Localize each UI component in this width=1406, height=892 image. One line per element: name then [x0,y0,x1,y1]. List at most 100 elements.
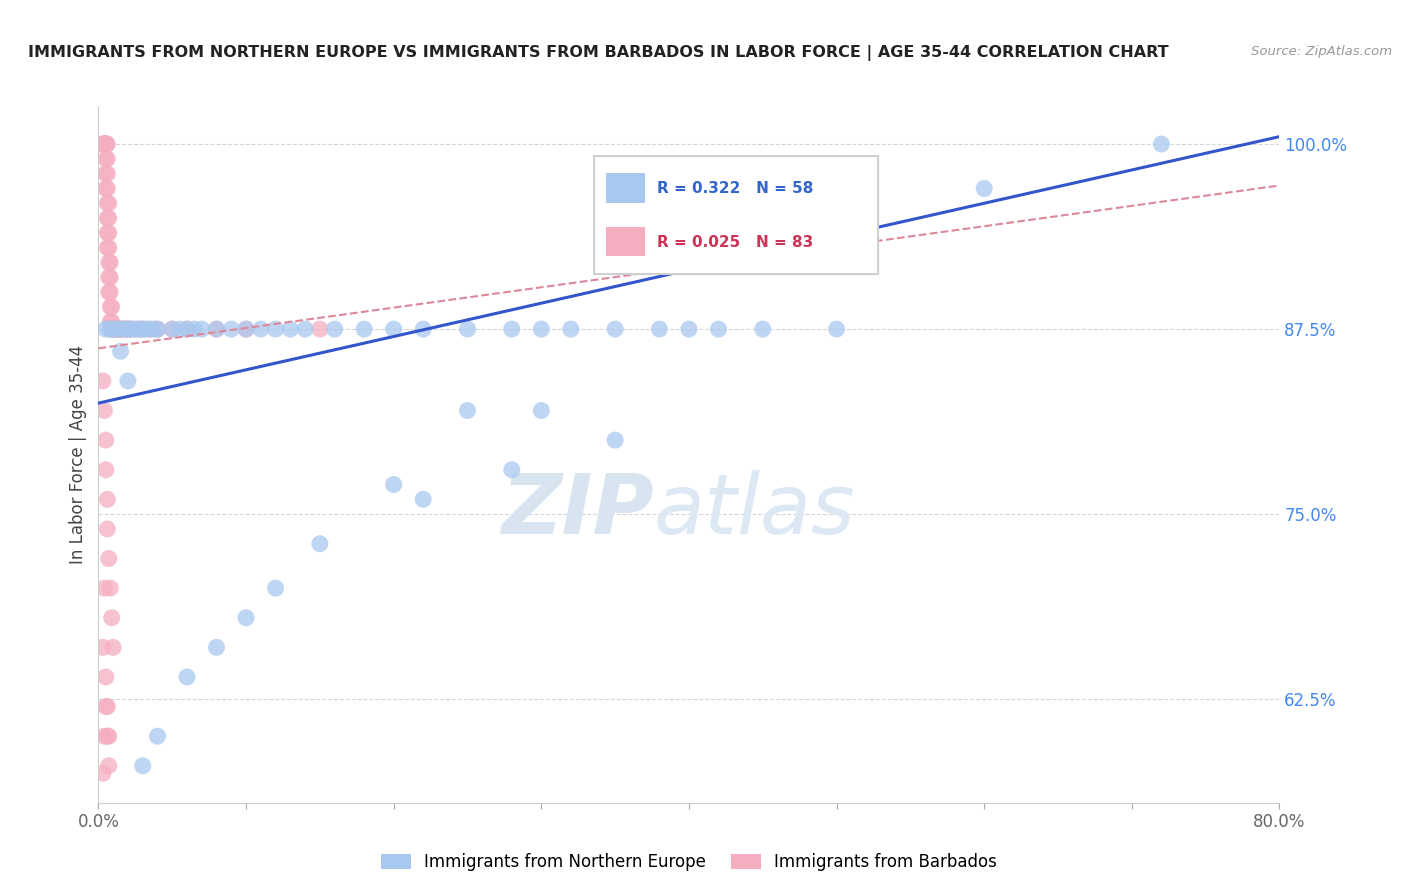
Point [93,136,115,151]
Text: IMMIGRANTS FROM NORTHERN EUROPE VS IMMIGRANTS FROM BARBADOS IN LABOR FORCE | AGE: IMMIGRANTS FROM NORTHERN EUROPE VS IMMIG… [28,45,1168,61]
Point [132,759,155,773]
Point [93,729,115,743]
Point [176,670,198,684]
Point [117,322,139,336]
Point [97,241,120,255]
Point [98,322,121,336]
Point [678,322,700,336]
Point [91,374,114,388]
Point [94,136,117,151]
Point [353,322,375,336]
Point [139,322,162,336]
Point [94,322,117,336]
Point [323,322,346,336]
Point [103,322,125,336]
Point [560,322,582,336]
Point [114,322,136,336]
Point [120,322,142,336]
Point [97,285,120,299]
Point [752,322,775,336]
Point [96,226,118,240]
Point [97,729,120,743]
Point [91,766,114,780]
Point [162,322,183,336]
Point [103,322,125,336]
Point [105,322,128,336]
Point [205,322,228,336]
Point [108,322,131,336]
Point [146,322,169,336]
Point [98,300,121,314]
Point [100,611,122,625]
Point [176,322,198,336]
Point [91,136,114,151]
Point [205,322,228,336]
Point [94,152,117,166]
Point [98,255,121,269]
Point [169,322,191,336]
Point [108,322,131,336]
Point [103,322,125,336]
Point [124,322,146,336]
Point [132,322,155,336]
Point [93,136,115,151]
Point [457,403,479,417]
Legend: Immigrants from Northern Europe, Immigrants from Barbados: Immigrants from Northern Europe, Immigra… [374,847,1004,878]
Point [98,285,121,299]
Point [235,322,257,336]
Point [98,270,121,285]
Point [97,211,120,225]
Point [96,241,118,255]
Point [128,322,150,336]
Point [100,300,122,314]
Point [309,322,332,336]
Point [530,403,553,417]
Point [100,322,122,336]
Point [93,581,115,595]
Point [105,322,128,336]
Point [132,322,155,336]
Point [605,322,627,336]
Point [100,315,122,329]
Point [91,640,114,655]
Point [412,322,434,336]
Point [96,167,118,181]
Point [94,136,117,151]
Point [100,322,122,336]
Point [221,322,243,336]
Point [97,551,120,566]
Point [143,322,166,336]
Point [382,322,405,336]
Point [110,322,132,336]
Point [105,322,128,336]
Point [309,537,332,551]
Point [103,640,125,655]
Point [93,136,115,151]
Point [235,322,257,336]
Point [120,322,142,336]
Point [94,433,117,447]
Point [97,226,120,240]
Point [280,322,302,336]
Point [94,670,117,684]
Point [103,322,125,336]
Point [139,322,162,336]
Point [124,322,146,336]
Point [94,136,117,151]
Point [412,492,434,507]
Point [250,322,273,336]
Point [235,611,257,625]
Point [1150,136,1173,151]
Point [98,581,121,595]
Point [110,322,132,336]
Point [117,322,139,336]
Point [457,322,479,336]
Point [94,136,117,151]
Text: atlas: atlas [654,470,855,551]
Point [114,322,136,336]
Point [97,255,120,269]
Point [96,196,118,211]
Point [264,322,287,336]
Point [96,211,118,225]
Point [97,196,120,211]
